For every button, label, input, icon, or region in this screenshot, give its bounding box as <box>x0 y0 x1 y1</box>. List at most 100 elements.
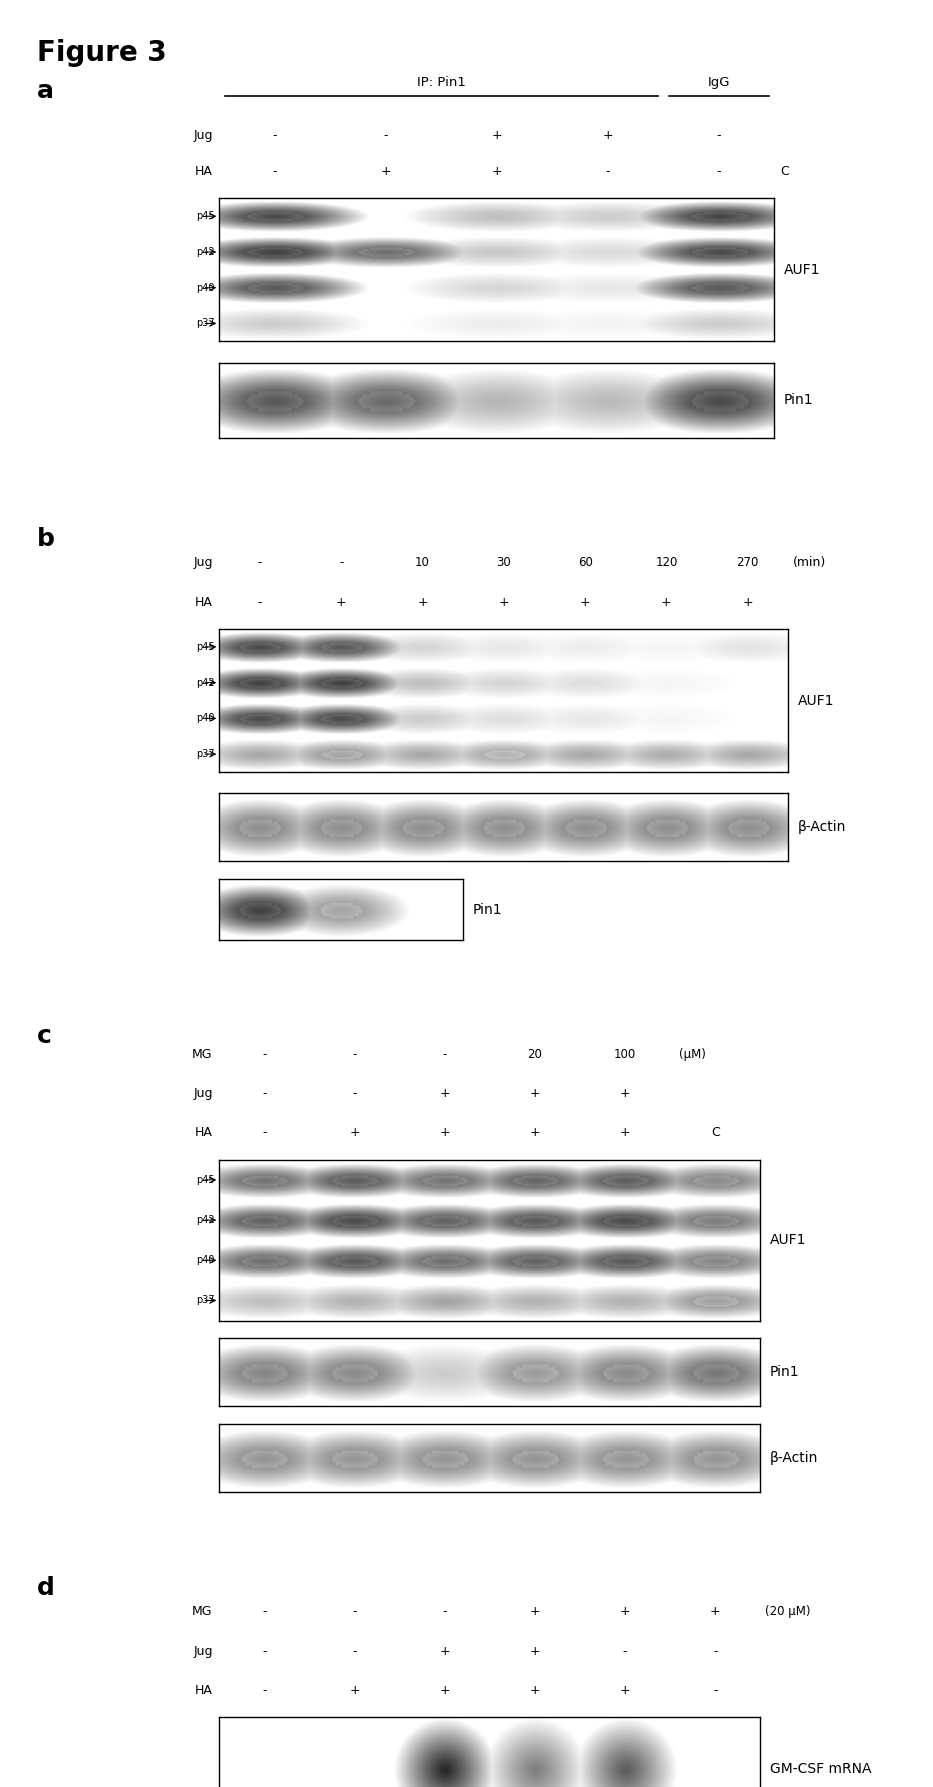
Text: Pin1: Pin1 <box>784 393 814 407</box>
Text: Jug: Jug <box>193 129 213 143</box>
Text: p37: p37 <box>196 749 215 759</box>
Text: -: - <box>262 1644 267 1658</box>
Text: (min): (min) <box>792 556 826 570</box>
Text: β-Actin: β-Actin <box>798 820 846 835</box>
Text: -: - <box>262 1683 267 1698</box>
Text: p45: p45 <box>196 642 215 652</box>
Text: +: + <box>661 595 672 609</box>
Text: MG: MG <box>192 1605 213 1619</box>
Text: p40: p40 <box>196 282 215 293</box>
Text: C: C <box>780 164 788 179</box>
Text: +: + <box>710 1605 720 1619</box>
Text: C: C <box>711 1126 719 1140</box>
Text: (20 μM): (20 μM) <box>765 1605 811 1619</box>
Text: AUF1: AUF1 <box>798 693 834 708</box>
Text: -: - <box>383 129 388 143</box>
Text: +: + <box>492 129 502 143</box>
Text: -: - <box>262 1047 267 1061</box>
Text: +: + <box>603 129 613 143</box>
Text: 30: 30 <box>496 556 511 570</box>
Text: -: - <box>272 129 277 143</box>
Text: -: - <box>717 164 721 179</box>
Text: Pin1: Pin1 <box>472 902 502 917</box>
Text: +: + <box>620 1683 631 1698</box>
Text: MG: MG <box>192 1047 213 1061</box>
Text: Jug: Jug <box>193 1086 213 1101</box>
Text: HA: HA <box>195 1126 213 1140</box>
Text: p45: p45 <box>196 1174 215 1185</box>
Text: -: - <box>353 1086 356 1101</box>
Text: 20: 20 <box>527 1047 542 1061</box>
Text: +: + <box>439 1644 450 1658</box>
Text: -: - <box>623 1644 627 1658</box>
Text: AUF1: AUF1 <box>770 1233 806 1247</box>
Text: -: - <box>606 164 610 179</box>
Text: 100: 100 <box>614 1047 636 1061</box>
Text: +: + <box>439 1086 450 1101</box>
Text: +: + <box>498 595 509 609</box>
Text: HA: HA <box>195 164 213 179</box>
Text: +: + <box>417 595 428 609</box>
Text: p42: p42 <box>196 677 215 688</box>
Text: +: + <box>492 164 502 179</box>
Text: Jug: Jug <box>193 1644 213 1658</box>
Text: -: - <box>713 1683 717 1698</box>
Text: a: a <box>37 79 54 102</box>
Text: c: c <box>37 1024 52 1047</box>
Text: (μM): (μM) <box>679 1047 706 1061</box>
Text: +: + <box>336 595 346 609</box>
Text: +: + <box>620 1126 631 1140</box>
Text: +: + <box>743 595 753 609</box>
Text: AUF1: AUF1 <box>784 263 820 277</box>
Text: -: - <box>262 1605 267 1619</box>
Text: IP: Pin1: IP: Pin1 <box>417 77 466 89</box>
Text: +: + <box>530 1644 540 1658</box>
Text: HA: HA <box>195 1683 213 1698</box>
Text: +: + <box>439 1126 450 1140</box>
Text: p37: p37 <box>196 318 215 329</box>
Text: HA: HA <box>195 595 213 609</box>
Text: p45: p45 <box>196 211 215 222</box>
Text: -: - <box>258 595 262 609</box>
Text: p40: p40 <box>196 1254 215 1265</box>
Text: p40: p40 <box>196 713 215 724</box>
Text: b: b <box>37 527 55 550</box>
Text: +: + <box>530 1683 540 1698</box>
Text: +: + <box>530 1126 540 1140</box>
Text: -: - <box>272 164 277 179</box>
Text: +: + <box>579 595 591 609</box>
Text: -: - <box>262 1126 267 1140</box>
Text: -: - <box>353 1047 356 1061</box>
Text: +: + <box>349 1683 360 1698</box>
Text: +: + <box>620 1605 631 1619</box>
Text: -: - <box>258 556 262 570</box>
Text: 60: 60 <box>578 556 592 570</box>
Text: 120: 120 <box>655 556 677 570</box>
Text: +: + <box>349 1126 360 1140</box>
Text: -: - <box>717 129 721 143</box>
Text: 10: 10 <box>415 556 430 570</box>
Text: -: - <box>713 1644 717 1658</box>
Text: -: - <box>353 1644 356 1658</box>
Text: Pin1: Pin1 <box>770 1365 800 1380</box>
Text: +: + <box>381 164 391 179</box>
Text: -: - <box>442 1605 447 1619</box>
Text: -: - <box>353 1605 356 1619</box>
Text: +: + <box>530 1605 540 1619</box>
Text: p37: p37 <box>196 1296 215 1306</box>
Text: p42: p42 <box>196 247 215 257</box>
Text: Jug: Jug <box>193 556 213 570</box>
Text: Figure 3: Figure 3 <box>37 39 167 68</box>
Text: d: d <box>37 1576 55 1599</box>
Text: GM-CSF mRNA: GM-CSF mRNA <box>770 1762 871 1776</box>
Text: p42: p42 <box>196 1215 215 1226</box>
Text: IgG: IgG <box>707 77 731 89</box>
Text: β-Actin: β-Actin <box>770 1451 818 1465</box>
Text: -: - <box>442 1047 447 1061</box>
Text: -: - <box>339 556 343 570</box>
Text: -: - <box>262 1086 267 1101</box>
Text: 270: 270 <box>736 556 759 570</box>
Text: +: + <box>530 1086 540 1101</box>
Text: +: + <box>620 1086 631 1101</box>
Text: +: + <box>439 1683 450 1698</box>
